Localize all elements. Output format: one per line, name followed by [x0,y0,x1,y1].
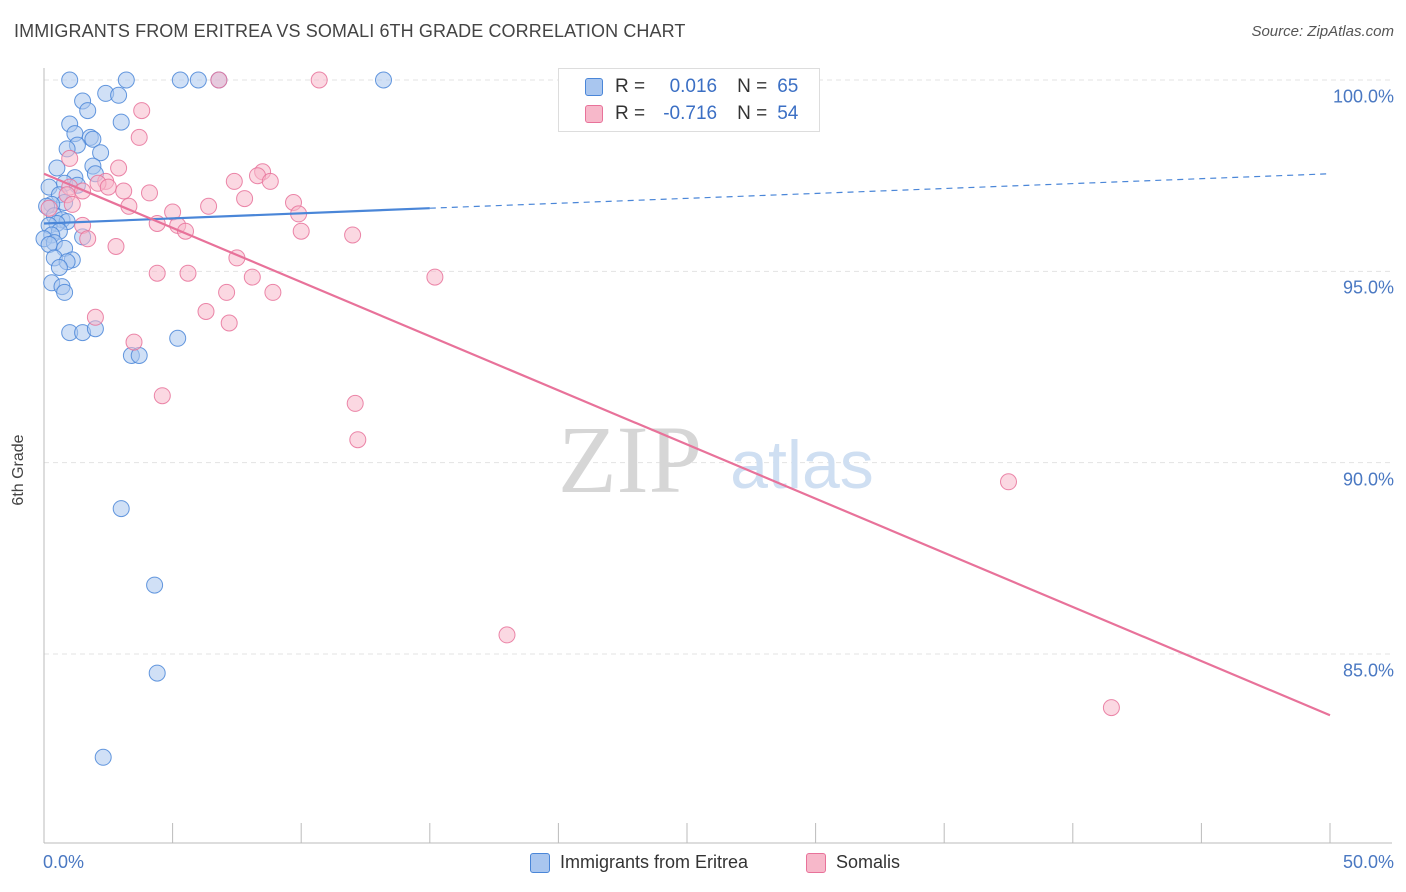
legend-item-somalis[interactable]: Somalis [806,852,900,873]
data-points [35,71,1120,766]
point-somalis [148,264,166,282]
point-somalis [220,314,238,332]
point-somalis [1102,699,1120,717]
stats-legend: R = 0.016 N = 65 R = -0.716 N = 54 [558,68,820,132]
y-tick-label: 95.0% [1342,277,1394,298]
legend-n-value: 65 [777,76,799,97]
legend-n-value: 54 [777,103,799,124]
point-somalis [86,308,104,326]
point-somalis [292,222,310,240]
point-eritrea [94,748,112,766]
point-somalis [115,182,133,200]
point-somalis [243,268,261,286]
axes [43,68,1392,844]
legend-item-eritrea[interactable]: Immigrants from Eritrea [530,852,748,873]
point-somalis [125,333,143,351]
legend-label-eritrea: Immigrants from Eritrea [560,852,749,872]
point-somalis [426,268,444,286]
legend-r-label: R = [615,103,646,124]
y-tick-label: 85.0% [1342,660,1394,681]
legend-r-value: -0.716 [663,103,718,124]
grid-lines [44,79,1392,655]
y-tick-label: 100.0% [1332,86,1394,107]
watermark-atlas: atlas [730,427,874,503]
point-eritrea [148,664,166,682]
point-somalis [179,264,197,282]
point-eritrea [110,86,128,104]
series-legend: Immigrants from Eritrea Somalis [0,852,1406,876]
point-somalis [141,184,158,202]
legend-label-somalis: Somalis [836,852,901,872]
point-somalis [346,394,364,412]
legend-row-somalis: R = -0.716 N = 54 [585,101,798,127]
legend-row-eritrea: R = 0.016 N = 65 [585,74,798,100]
point-eritrea [146,576,164,594]
point-somalis [261,172,279,190]
point-eritrea [189,71,207,89]
point-somalis [99,178,117,196]
trend-lines [43,172,1331,717]
point-somalis [1000,473,1017,491]
point-eritrea [56,283,74,301]
point-somalis [498,626,516,644]
point-somalis [40,199,58,217]
chart-source: Source: ZipAtlas.com [1251,23,1394,40]
legend-swatch-somalis [585,105,603,123]
chart-title: IMMIGRANTS FROM ERITREA VS SOMALI 6TH GR… [14,21,686,41]
point-somalis [79,230,97,248]
point-eritrea [79,102,97,120]
trend-line-eritrea-extension [429,173,1331,209]
point-somalis [236,190,254,208]
point-eritrea [112,113,130,131]
point-somalis [133,102,151,120]
point-somalis [153,387,171,405]
legend-swatch-somalis [806,852,826,873]
point-somalis [130,128,148,146]
point-somalis [349,431,367,449]
legend-swatch-eritrea [530,852,550,873]
point-eritrea [50,259,68,276]
legend-n-label: N = [737,76,768,97]
point-somalis [107,238,125,255]
legend-swatch-eritrea [585,78,603,96]
point-eritrea [92,144,110,162]
legend-r-label: R = [615,76,646,97]
point-eritrea [84,130,102,148]
point-somalis [110,159,128,177]
trend-line-eritrea [43,207,430,225]
point-somalis [264,283,282,301]
point-somalis [310,71,328,89]
point-somalis [218,283,236,301]
y-axis-label: 6th Grade [10,434,27,506]
point-somalis [61,149,79,167]
point-somalis [200,197,218,215]
legend-r-value: 0.016 [669,76,718,97]
point-eritrea [171,71,189,89]
point-eritrea [61,71,79,89]
point-somalis [210,71,228,89]
point-somalis [197,303,215,320]
trend-line-somalis [43,172,1331,717]
point-eritrea [117,71,135,89]
point-eritrea [169,329,187,347]
point-eritrea [375,71,392,89]
legend-n-label: N = [737,103,768,124]
watermark: ZIP atlas [558,406,874,513]
watermark-zip: ZIP [558,406,702,513]
x-tick-label-max: 50.0% [1342,852,1394,872]
point-somalis [63,195,81,213]
point-eritrea [48,159,66,177]
point-somalis [225,172,243,190]
y-tick-label: 90.0% [1342,469,1394,490]
x-tick-label-min: 0.0% [43,852,85,872]
point-eritrea [112,500,130,518]
point-somalis [344,226,362,244]
